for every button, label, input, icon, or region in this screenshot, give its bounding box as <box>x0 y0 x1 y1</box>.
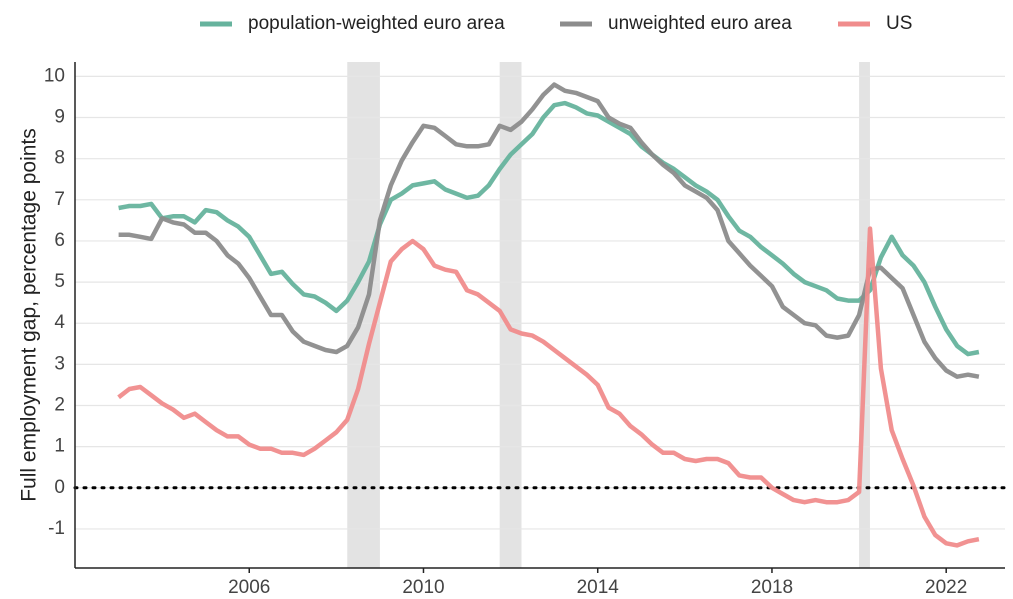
legend-label: unweighted euro area <box>608 13 792 34</box>
x-tick-label: 2018 <box>751 577 793 598</box>
y-tick-label: -1 <box>48 518 65 539</box>
y-tick-label: 6 <box>54 230 65 251</box>
y-axis-label: Full employment gap, percentage points <box>18 128 41 502</box>
x-tick-label: 2010 <box>402 577 444 598</box>
x-tick-label: 2006 <box>228 577 270 598</box>
y-tick-label: 1 <box>54 436 65 457</box>
y-tick-label: 5 <box>54 271 65 292</box>
series-line <box>118 82 980 379</box>
y-tick-label: 0 <box>54 477 65 498</box>
x-tick-label: 2022 <box>925 577 967 598</box>
legend-label: US <box>886 13 912 34</box>
y-tick-label: 7 <box>54 189 65 210</box>
y-tick-label: 2 <box>54 395 65 416</box>
recession-band <box>499 62 522 568</box>
x-tick-label: 2014 <box>577 577 620 598</box>
y-tick-label: 3 <box>54 353 65 374</box>
y-tick-label: 10 <box>44 65 65 86</box>
legend-label: population-weighted euro area <box>248 13 505 34</box>
series-line <box>118 100 980 357</box>
y-tick-label: 8 <box>54 148 65 169</box>
series-line <box>117 226 980 548</box>
y-tick-label: 4 <box>54 312 65 333</box>
y-tick-label: 9 <box>54 107 65 128</box>
